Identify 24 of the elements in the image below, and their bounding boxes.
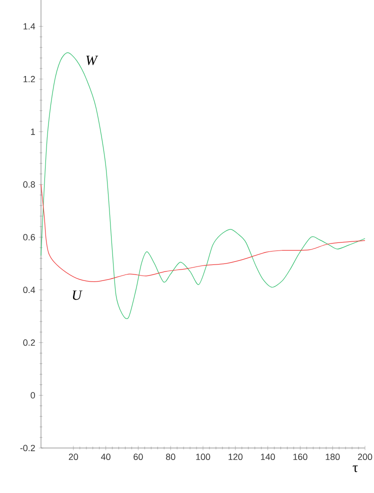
x-tick-label: 180 <box>326 454 340 460</box>
y-tick-label: 0.6 <box>23 234 35 240</box>
x-tick-label: 200 <box>358 454 372 460</box>
line-series <box>40 52 366 318</box>
y-tick-label: -0.2 <box>20 444 35 452</box>
y-tick-label: 0 <box>30 392 36 398</box>
y-tick-label: 0.8 <box>23 181 35 188</box>
annotation: W <box>86 56 98 66</box>
x-tick-label: 80 <box>166 454 176 460</box>
x-tick-label: 100 <box>196 454 210 460</box>
line-series <box>40 184 366 282</box>
x-tick-label: 160 <box>293 454 308 460</box>
y-tick-label: 1.4 <box>24 23 36 30</box>
y-tick-label: 0.4 <box>23 286 36 294</box>
y-tick-label: 1 <box>31 128 35 135</box>
x-tick-label: 120 <box>228 454 243 460</box>
y-tick-label: 0.2 <box>23 339 35 346</box>
x-axis-title: τ <box>352 466 358 472</box>
annotation: U <box>72 290 82 300</box>
x-tick-label: 40 <box>101 454 110 460</box>
y-tick-label: 1.2 <box>24 76 35 82</box>
x-tick-label: 60 <box>134 454 143 460</box>
x-tick-label: 140 <box>261 454 275 460</box>
x-tick-label: 20 <box>68 454 78 460</box>
